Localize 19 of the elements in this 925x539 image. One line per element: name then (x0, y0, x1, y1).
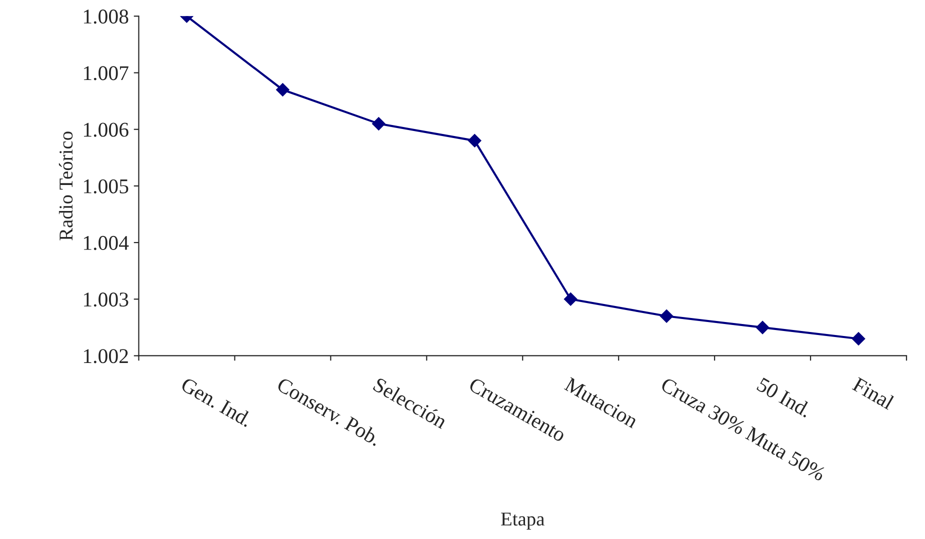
y-tick-label: 1.004 (84, 236, 129, 250)
y-axis-title: Radio Teórico (58, 132, 73, 240)
y-tick-label: 1.005 (84, 179, 128, 194)
y-tick-label: 1.003 (84, 292, 128, 307)
x-tick-label: 50 Ind. (756, 376, 812, 418)
point (756, 320, 770, 334)
point (660, 310, 674, 323)
point (372, 117, 386, 130)
point (468, 134, 482, 148)
point (564, 292, 578, 306)
y-tick-label: 1.008 (84, 10, 128, 24)
x-tick-label: Gen. Ind. (180, 376, 254, 428)
x-axis-title: Etapa (501, 512, 544, 530)
y-tick-label: 1.002 (84, 349, 128, 364)
point (852, 332, 866, 346)
point (276, 83, 290, 96)
y-tick-label: 1.007 (84, 66, 128, 80)
x-tick-label: Final (852, 376, 896, 410)
y-tick-label: 1.006 (84, 122, 128, 137)
